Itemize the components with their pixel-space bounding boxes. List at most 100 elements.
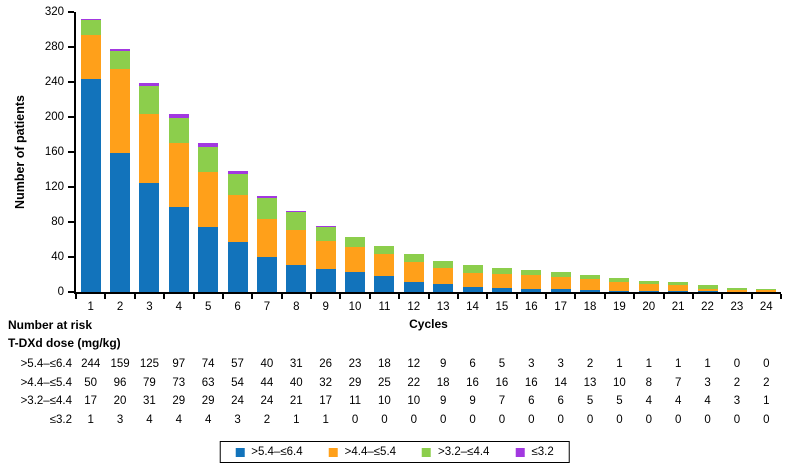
x-tick-label: 18 — [583, 301, 597, 313]
legend-item: ≤3.2 — [515, 446, 554, 458]
risk-cell: 9 — [439, 395, 447, 407]
bar-segment — [638, 291, 659, 292]
risk-cell: 1 — [645, 358, 653, 370]
risk-cell: 6 — [528, 395, 535, 407]
risk-cell: 1 — [763, 395, 770, 407]
risk-cell: 16 — [524, 376, 538, 389]
x-tick — [574, 294, 577, 299]
risk-cell: 24 — [231, 395, 244, 407]
risk-cell: 2 — [763, 376, 770, 389]
bar-segment — [433, 284, 454, 292]
risk-cell: 0 — [704, 413, 711, 426]
bar-segment — [168, 114, 189, 118]
bar-segment — [227, 173, 248, 195]
bar-segment — [286, 211, 307, 230]
risk-cell: 4 — [674, 395, 682, 407]
risk-cell: 125 — [139, 358, 160, 370]
bar-segment — [491, 267, 512, 274]
risk-cell: 5 — [616, 395, 623, 407]
bar-segment — [550, 277, 571, 290]
bar-segment — [139, 82, 160, 87]
y-tick — [68, 46, 74, 48]
bar-segment — [315, 226, 336, 242]
x-tick-label: 6 — [234, 301, 241, 313]
legend-swatch-icon — [422, 447, 432, 457]
bar-segment — [80, 78, 101, 292]
legend: >5.4–≤6.4 >4.4–≤5.4 >3.2–≤4.4 ≤3.2 — [219, 441, 570, 463]
y-tick — [68, 291, 74, 293]
risk-cell: 17 — [84, 395, 98, 407]
risk-cell: 0 — [763, 413, 770, 426]
x-tick-label: 3 — [146, 301, 153, 313]
bar-segment — [462, 264, 483, 273]
x-tick-label: 16 — [524, 301, 538, 313]
y-tick-label: 160 — [44, 145, 64, 158]
x-tick-label: 9 — [322, 301, 329, 313]
bar-segment — [580, 278, 601, 291]
legend-label: >5.4–≤6.4 — [251, 446, 303, 458]
risk-cell: 0 — [528, 413, 535, 426]
risk-cell: 7 — [498, 395, 506, 407]
risk-cell: 9 — [439, 358, 447, 370]
y-tick-label: 40 — [51, 250, 64, 263]
risk-cell: 18 — [436, 376, 450, 389]
risk-cell: 1 — [674, 358, 682, 370]
bar-segment — [668, 281, 689, 285]
x-tick-label: 4 — [175, 301, 183, 313]
bar-segment — [609, 291, 630, 292]
risk-cell: 0 — [616, 413, 623, 426]
risk-cell: 16 — [466, 376, 479, 389]
x-tick-label: 23 — [730, 301, 744, 313]
bar-segment — [697, 291, 718, 292]
risk-cell: 3 — [528, 358, 535, 370]
y-tick-label: 0 — [57, 285, 64, 298]
risk-cell: 0 — [586, 413, 594, 426]
risk-cell: 1 — [616, 358, 623, 370]
risk-cell: 0 — [733, 358, 741, 370]
risk-cell: 0 — [498, 413, 506, 426]
x-tick — [163, 294, 166, 299]
risk-cell: 0 — [381, 413, 388, 426]
risk-cell: 6 — [469, 358, 476, 370]
bar-segment — [374, 276, 395, 292]
legend-label: ≤3.2 — [531, 446, 554, 458]
risk-cell: 9 — [469, 395, 476, 407]
bar-segment — [462, 286, 483, 292]
bar-segment — [668, 285, 689, 292]
risk-cell: 14 — [554, 376, 568, 389]
x-tick-label: 17 — [554, 301, 568, 313]
risk-cell: 10 — [378, 395, 391, 407]
bar-segment — [580, 274, 601, 279]
risk-row-label: >5.4–≤6.4 — [20, 358, 72, 370]
bar-segment — [726, 287, 747, 291]
risk-cell: 29 — [201, 395, 215, 407]
y-tick-label: 320 — [44, 5, 64, 18]
risk-cell: 7 — [674, 376, 682, 389]
risk-table-title: Number at risk — [8, 318, 93, 332]
y-tick-label: 120 — [44, 180, 64, 193]
bar-segment — [668, 291, 689, 292]
risk-cell: 4 — [175, 413, 183, 426]
bar-segment — [550, 271, 571, 278]
risk-cell: 32 — [319, 376, 333, 389]
bar-segment — [609, 282, 630, 292]
x-tick-label: 7 — [263, 301, 271, 313]
x-tick — [456, 294, 459, 299]
x-tick — [603, 294, 606, 299]
bar-segment — [168, 207, 189, 292]
bar-segment — [345, 246, 366, 272]
bar-segment — [403, 253, 424, 263]
risk-cell: 97 — [172, 358, 186, 370]
risk-cell: 3 — [733, 395, 741, 407]
legend-item: >4.4–≤5.4 — [328, 446, 396, 458]
risk-cell: 29 — [348, 376, 362, 389]
x-tick — [398, 294, 401, 299]
risk-cell: 4 — [704, 395, 711, 407]
risk-cell: 0 — [410, 413, 418, 426]
bar-segment — [227, 171, 248, 174]
y-tick — [68, 221, 74, 223]
x-tick — [721, 294, 724, 299]
bar-segment — [80, 19, 101, 20]
risk-cell: 44 — [260, 376, 274, 389]
